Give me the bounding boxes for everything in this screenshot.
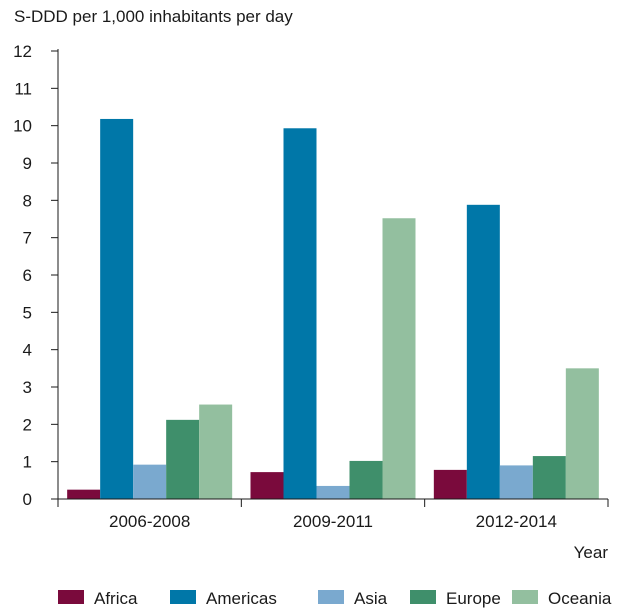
legend-swatch-asia — [318, 590, 344, 604]
legend-label-europe: Europe — [446, 589, 501, 608]
bar-africa-2012-2014 — [433, 469, 467, 499]
y-tick-label: 3 — [23, 378, 32, 397]
y-tick-label: 2 — [23, 415, 32, 434]
y-tick-label: 12 — [13, 42, 32, 61]
y-tick-label: 4 — [23, 341, 32, 360]
bars — [67, 118, 599, 500]
bar-africa-2006-2008 — [67, 489, 101, 499]
bar-oceania-2012-2014 — [565, 368, 599, 499]
y-tick-label: 0 — [23, 490, 32, 509]
legend-label-africa: Africa — [94, 589, 138, 608]
bar-asia-2009-2011 — [316, 485, 350, 499]
y-tick-label: 1 — [23, 453, 32, 472]
legend-swatch-americas — [170, 590, 196, 604]
y-tick-label: 6 — [23, 266, 32, 285]
bar-asia-2012-2014 — [499, 465, 533, 499]
x-tick-label: 2012-2014 — [476, 512, 557, 531]
y-axis-title: S-DDD per 1,000 inhabitants per day — [14, 7, 293, 26]
bar-europe-2006-2008 — [166, 419, 200, 499]
y-tick-label: 10 — [13, 117, 32, 136]
y-tick-label: 8 — [23, 191, 32, 210]
legend-label-oceania: Oceania — [548, 589, 612, 608]
x-tick-label: 2009-2011 — [293, 512, 373, 531]
legend-label-asia: Asia — [354, 589, 388, 608]
bar-asia-2006-2008 — [133, 464, 167, 499]
legend-swatch-africa — [58, 590, 84, 604]
y-tick-label: 7 — [23, 229, 32, 248]
bar-oceania-2006-2008 — [199, 404, 233, 499]
bar-europe-2009-2011 — [349, 460, 383, 499]
bar-oceania-2009-2011 — [382, 218, 416, 499]
bar-africa-2009-2011 — [250, 472, 284, 499]
y-tick-label: 9 — [23, 154, 32, 173]
x-axis: 2006-2008 2009-2011 2012-2014 — [57, 498, 609, 531]
bar-americas-2012-2014 — [466, 204, 500, 499]
x-axis-title: Year — [574, 543, 609, 562]
legend-label-americas: Americas — [206, 589, 277, 608]
y-tick-label: 5 — [23, 303, 32, 322]
legend-swatch-europe — [410, 590, 436, 604]
bar-americas-2006-2008 — [100, 118, 134, 500]
x-tick-label: 2006-2008 — [109, 512, 190, 531]
y-tick-label: 11 — [14, 79, 32, 98]
legend: Africa Americas Asia Europe Oceania — [58, 589, 612, 608]
legend-swatch-oceania — [512, 590, 538, 604]
bar-americas-2009-2011 — [283, 128, 317, 499]
bar-europe-2012-2014 — [532, 456, 566, 499]
